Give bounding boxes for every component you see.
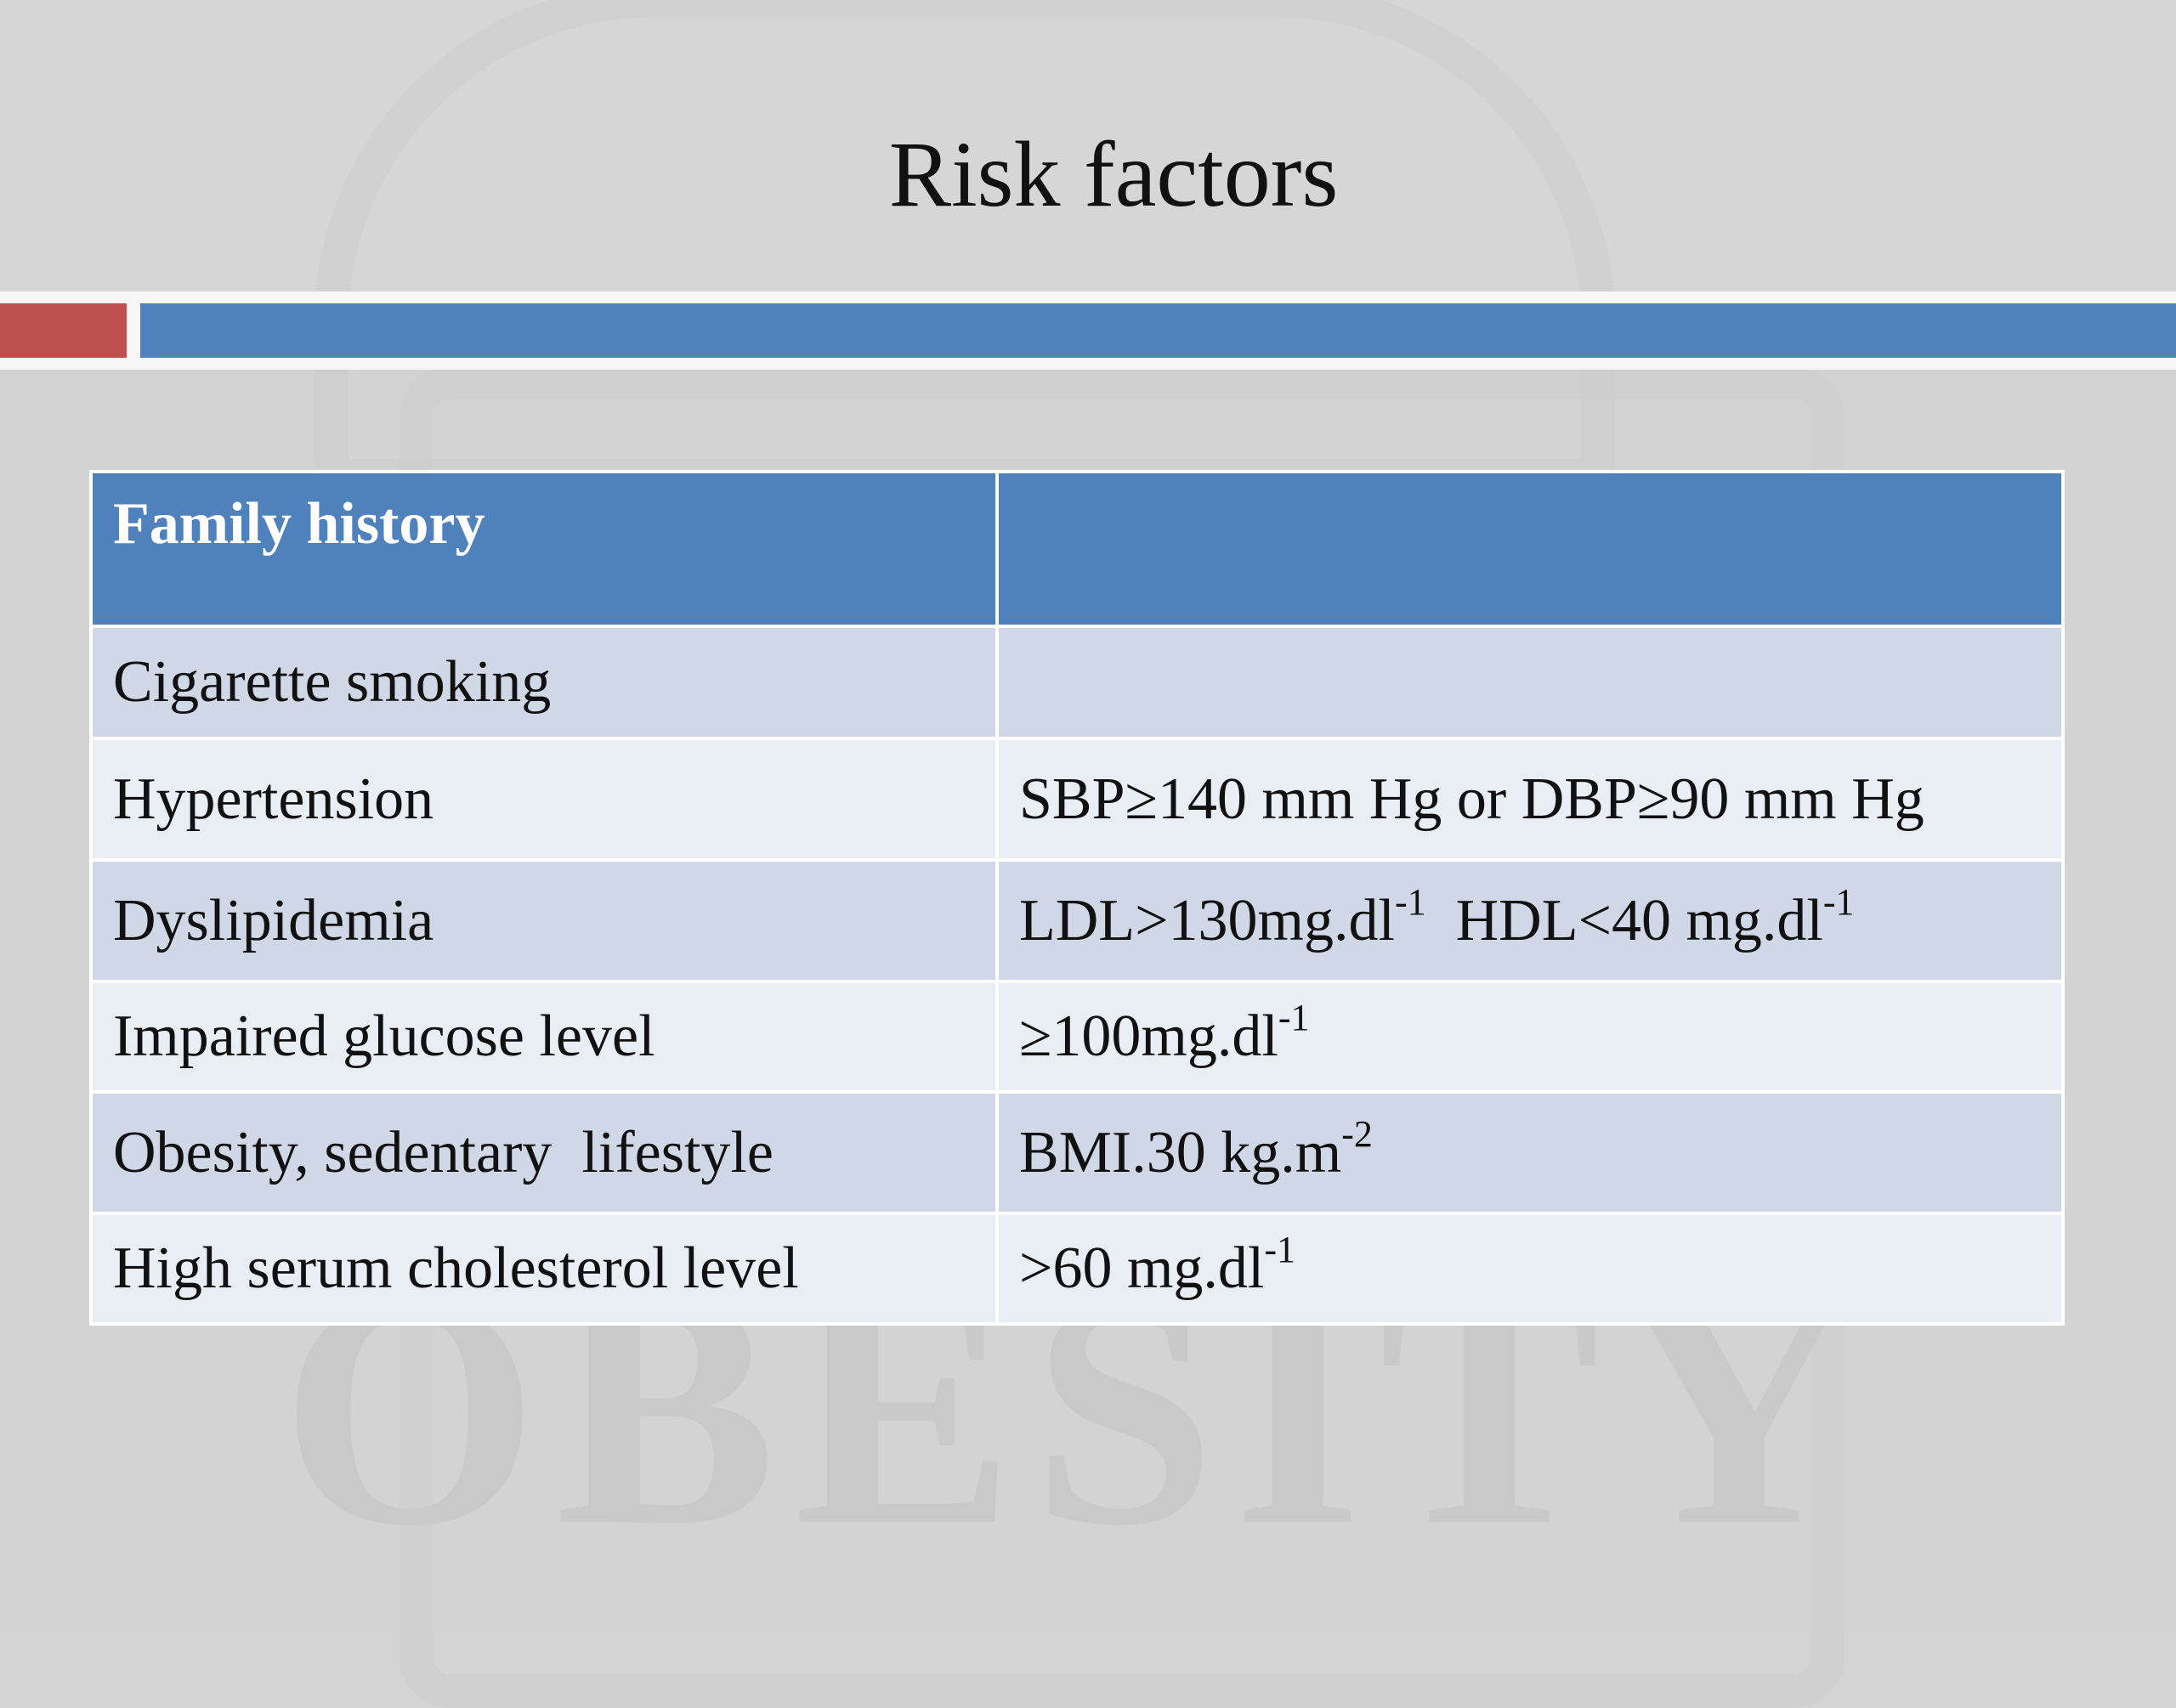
criteria-cell: ≥100mg.dl-1 <box>995 980 2065 1094</box>
criteria-cell <box>995 625 2065 740</box>
criteria-exponent: -2 <box>1341 1112 1373 1155</box>
criteria-cell: SBP≥140 mm Hg or DBP≥90 mm Hg <box>995 737 2065 862</box>
criteria-cell: >60 mg.dl-1 <box>995 1212 2065 1326</box>
criteria-exponent-2: -1 <box>1822 880 1855 923</box>
table-row: Dyslipidemia LDL>130mg.dl-1 HDL<40 mg.dl… <box>89 858 2065 983</box>
risk-factors-table: Family history Cigarette smoking Hyperte… <box>89 470 2065 1326</box>
criteria-text: >60 mg.dl <box>1019 1236 1265 1301</box>
factor-cell: Obesity, sedentary lifestyle <box>89 1090 999 1215</box>
slide-title: Risk factors <box>888 122 1339 226</box>
criteria-text: ≥100mg.dl <box>1019 1004 1278 1069</box>
header-cell-criteria <box>995 470 2065 628</box>
table-row: Obesity, sedentary lifestyle BMI.30 kg.m… <box>89 1090 2065 1215</box>
table-row: Cigarette smoking <box>89 625 2065 740</box>
table-row: High serum cholesterol level >60 mg.dl-1 <box>89 1212 2065 1326</box>
criteria-text: LDL>130mg.dl <box>1019 887 1395 953</box>
accent-bar-blue <box>140 303 2176 358</box>
criteria-exponent: -1 <box>1264 1229 1296 1270</box>
criteria-text-2: HDL<40 mg.dl <box>1425 887 1823 953</box>
factor-cell: Dyslipidemia <box>89 858 999 983</box>
table-row: Impaired glucose level ≥100mg.dl-1 <box>89 980 2065 1094</box>
table-row: Hypertension SBP≥140 mm Hg or DBP≥90 mm … <box>89 737 2065 862</box>
criteria-exponent: -1 <box>1394 880 1426 923</box>
factor-cell: Impaired glucose level <box>89 980 999 1094</box>
factor-cell: Hypertension <box>89 737 999 862</box>
criteria-cell: BMI.30 kg.m-2 <box>995 1090 2065 1215</box>
criteria-cell: LDL>130mg.dl-1 HDL<40 mg.dl-1 <box>995 858 2065 983</box>
table-header-row: Family history <box>89 470 2065 628</box>
criteria-text: SBP≥140 mm Hg or DBP≥90 mm Hg <box>1019 766 1924 832</box>
criteria-text: BMI.30 kg.m <box>1019 1119 1342 1185</box>
accent-bar-red <box>0 303 127 358</box>
factor-cell: High serum cholesterol level <box>89 1212 999 1326</box>
factor-cell: Cigarette smoking <box>89 625 999 740</box>
header-cell-factor: Family history <box>89 470 999 628</box>
criteria-exponent: -1 <box>1278 997 1310 1038</box>
